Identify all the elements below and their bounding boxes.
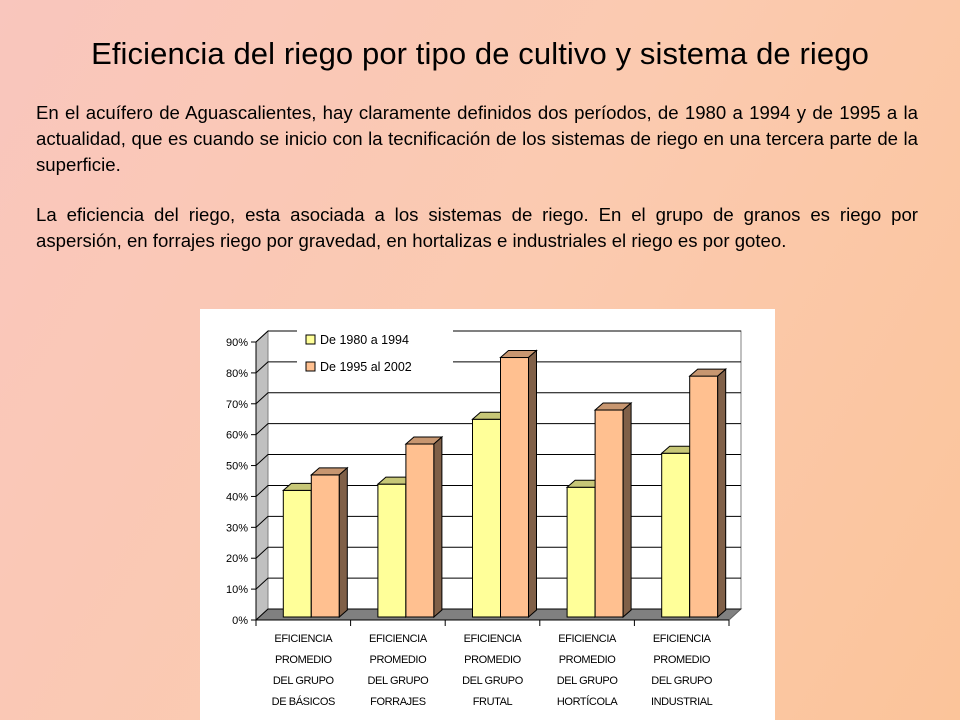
category-label: EFICIENCIA PROMEDIO DEL GRUPO FORRAJES xyxy=(368,633,430,708)
bar-2-3 xyxy=(499,349,538,619)
y-tick-label: 30% xyxy=(226,522,248,534)
category-label-line: INDUSTRIAL xyxy=(651,696,713,708)
category-label: EFICIENCIA PROMEDIO DEL GRUPO HORTÍCOLA xyxy=(557,633,619,708)
category-label-line: FORRAJES xyxy=(370,696,426,708)
category-label-line: EFICIENCIA xyxy=(558,633,617,645)
bar-front xyxy=(566,486,596,618)
category-label-line: PROMEDIO xyxy=(275,654,333,666)
chart-labels: 0% 10% 20% 30% 40% 50% 60% 70% 80% 90% EFICIENCIA P… xyxy=(226,337,713,708)
bar-front xyxy=(282,489,312,618)
category-label-line: DEL GRUPO xyxy=(651,675,713,687)
category-label: EFICIENCIA PROMEDIO DEL GRUPO DE BÁSICOS xyxy=(272,633,335,708)
bar-2-4 xyxy=(593,401,633,619)
chart-legend: De 1980 a 1994 De 1995 al 2002 xyxy=(297,325,453,387)
chart-axes xyxy=(251,341,730,626)
bar-side xyxy=(622,401,632,619)
legend-label: De 1995 al 2002 xyxy=(320,360,412,374)
bar-side xyxy=(528,349,537,619)
legend-swatch xyxy=(305,334,316,345)
chart-panel: 0% 10% 20% 30% 40% 50% 60% 70% 80% 90% EFICIENCIA P… xyxy=(200,309,775,720)
gridline xyxy=(255,361,741,374)
y-tick-label: 0% xyxy=(232,615,248,627)
chart-bars xyxy=(281,349,728,619)
legend-label: De 1980 a 1994 xyxy=(320,333,409,347)
bar-front xyxy=(689,375,719,618)
bar-2-1 xyxy=(309,466,349,619)
bar-front xyxy=(594,409,624,618)
category-label-line: DEL GRUPO xyxy=(368,675,430,687)
category-label-line: HORTÍCOLA xyxy=(557,695,618,708)
bar-2-2 xyxy=(404,435,444,619)
chart-side-wall xyxy=(255,329,269,622)
y-tick-label: 20% xyxy=(226,553,248,565)
category-label-line: DE BÁSICOS xyxy=(272,695,335,708)
category-label-line: DEL GRUPO xyxy=(557,675,619,687)
category-label-line: EFICIENCIA xyxy=(464,633,523,645)
y-tick-label: 10% xyxy=(226,584,248,596)
category-label-line: PROMEDIO xyxy=(464,654,522,666)
y-tick-label: 60% xyxy=(226,430,248,442)
bar-front xyxy=(661,452,691,618)
category-label-line: PROMEDIO xyxy=(653,654,711,666)
irrigation-paragraph: La eficiencia del riego, esta asociada a… xyxy=(36,204,918,251)
category-label-line: EFICIENCIA xyxy=(369,633,428,645)
category-label: EFICIENCIA PROMEDIO DEL GRUPO INDUSTRIAL xyxy=(651,633,713,708)
category-label-line: PROMEDIO xyxy=(370,654,428,666)
category-label-line: PROMEDIO xyxy=(559,654,617,666)
bar-2-5 xyxy=(688,367,728,619)
bar-front xyxy=(500,357,529,618)
bar-front xyxy=(377,483,407,618)
gridline xyxy=(255,454,741,466)
bar-side xyxy=(433,435,443,619)
category-label-line: EFICIENCIA xyxy=(653,633,712,645)
category-label-line: FRUTAL xyxy=(473,696,513,708)
bar-side xyxy=(717,367,727,619)
category-label-line: EFICIENCIA xyxy=(274,633,333,645)
y-tick-label: 50% xyxy=(226,461,248,473)
legend-box xyxy=(297,325,453,387)
intro-paragraph: En el acuífero de Aguascalientes, hay cl… xyxy=(36,102,918,175)
bar-side xyxy=(338,466,348,619)
irrigation-efficiency-chart: 0% 10% 20% 30% 40% 50% 60% 70% 80% 90% EFICIENCIA P… xyxy=(226,325,743,708)
y-tick-label: 80% xyxy=(226,368,248,380)
y-tick-label: 40% xyxy=(226,491,248,503)
category-label-line: DEL GRUPO xyxy=(273,675,335,687)
y-tick-label: 70% xyxy=(226,399,248,411)
slide-title: Eficiencia del riego por tipo de cultivo… xyxy=(91,36,869,71)
bar-front xyxy=(405,443,435,618)
bar-front xyxy=(472,418,501,618)
category-label-line: DEL GRUPO xyxy=(462,675,524,687)
legend-swatch xyxy=(305,361,316,372)
gridline xyxy=(255,330,741,343)
gridline xyxy=(255,392,741,405)
bar-front xyxy=(310,474,340,618)
y-tick-label: 90% xyxy=(226,337,248,349)
category-label: EFICIENCIA PROMEDIO DEL GRUPO FRUTAL xyxy=(462,633,524,708)
gridline xyxy=(255,423,741,436)
